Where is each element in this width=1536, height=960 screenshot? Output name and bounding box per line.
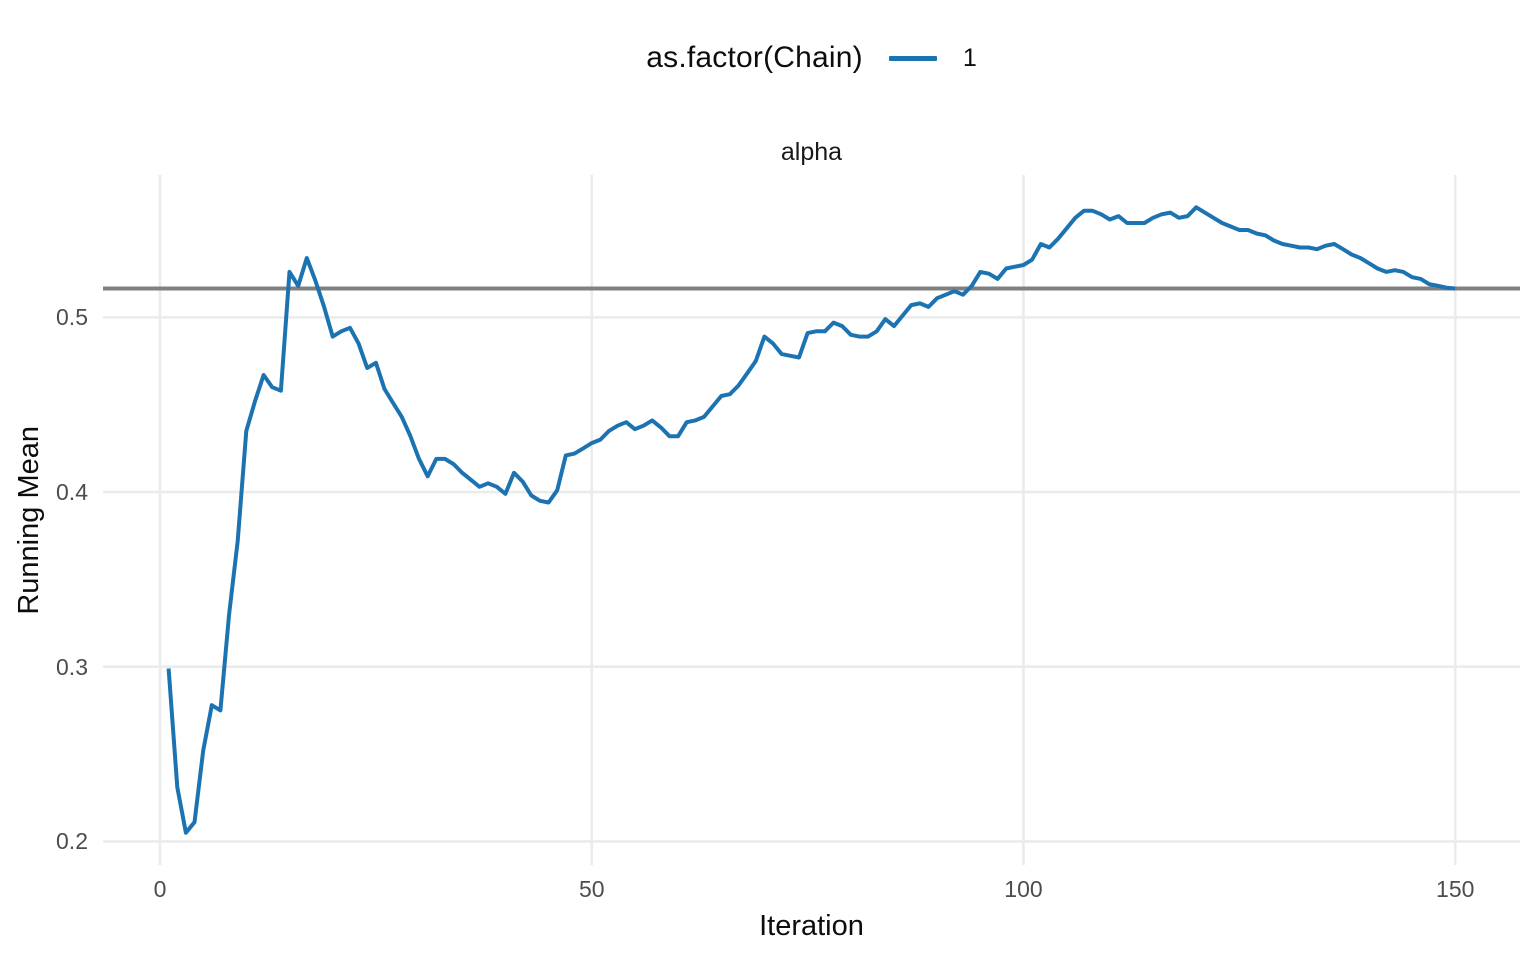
legend: as.factor(Chain) 1 (103, 36, 1520, 80)
facet-strip-title: alpha (780, 138, 843, 166)
x-tick-label: 50 (578, 876, 605, 902)
y-tick-label: 0.3 (56, 653, 88, 680)
legend-key-line-icon (888, 55, 937, 61)
y-tick-label: 0.2 (56, 828, 88, 855)
chart-svg (103, 175, 1520, 865)
x-tick-label: 100 (1004, 876, 1043, 902)
y-axis-title: Running Mean (12, 425, 45, 615)
running-mean-line (166, 205, 1456, 835)
y-tick-label: 0.4 (56, 479, 88, 506)
y-tick-label: 0.5 (56, 304, 88, 331)
legend-item-label: 1 (962, 43, 977, 72)
legend-title: as.factor(Chain) (646, 41, 863, 74)
chart-panel (103, 175, 1520, 865)
x-tick-label: 0 (153, 876, 167, 902)
x-tick-label: 150 (1436, 876, 1475, 902)
x-axis-title: Iteration (759, 910, 864, 942)
